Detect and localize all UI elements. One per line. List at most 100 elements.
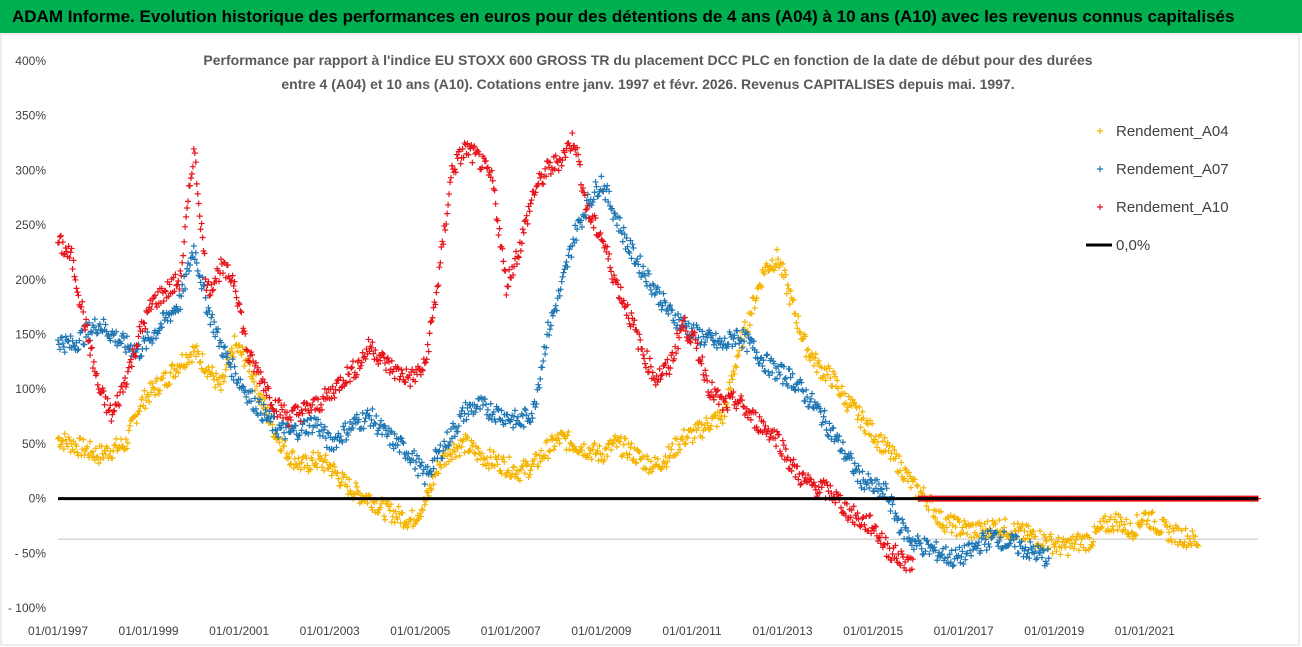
data-point xyxy=(1012,532,1019,539)
data-point xyxy=(126,422,133,429)
data-point xyxy=(236,301,243,308)
data-point xyxy=(882,534,889,541)
data-point xyxy=(505,283,512,290)
data-point xyxy=(985,540,992,547)
data-point xyxy=(532,189,539,196)
data-point xyxy=(1057,551,1064,558)
data-point xyxy=(866,485,873,492)
data-point xyxy=(897,467,904,474)
data-point xyxy=(231,278,238,285)
data-point xyxy=(237,376,244,383)
data-point xyxy=(151,386,158,393)
data-point xyxy=(511,463,518,470)
data-point xyxy=(355,416,362,423)
data-point xyxy=(484,164,491,171)
data-point xyxy=(675,345,682,352)
data-point xyxy=(752,409,759,416)
data-point xyxy=(818,364,825,371)
data-point xyxy=(477,405,484,412)
data-point xyxy=(418,506,425,513)
data-point xyxy=(955,552,962,559)
data-point xyxy=(219,353,226,360)
data-point xyxy=(424,489,431,496)
data-point xyxy=(177,267,184,274)
data-point xyxy=(664,356,671,363)
y-tick-label: 400% xyxy=(15,54,46,68)
data-point xyxy=(644,348,651,355)
data-point xyxy=(139,394,146,401)
data-point xyxy=(732,340,739,347)
data-point xyxy=(489,177,496,184)
data-point xyxy=(913,482,920,489)
data-point xyxy=(188,359,195,366)
data-point xyxy=(190,145,197,152)
data-point xyxy=(459,145,466,152)
data-point xyxy=(413,459,420,466)
data-point xyxy=(641,355,648,362)
data-point xyxy=(141,387,148,394)
data-point xyxy=(819,419,826,426)
data-point xyxy=(789,297,796,304)
data-point xyxy=(154,288,161,295)
data-point xyxy=(851,521,858,528)
data-point xyxy=(289,448,296,455)
data-point xyxy=(805,471,812,478)
data-point xyxy=(482,157,489,164)
data-point xyxy=(958,553,965,560)
data-point xyxy=(975,539,982,546)
data-point xyxy=(500,258,507,265)
data-point xyxy=(286,461,293,468)
data-point xyxy=(281,402,288,409)
data-point xyxy=(802,398,809,405)
data-point xyxy=(225,359,232,366)
data-point xyxy=(576,158,583,165)
data-point xyxy=(510,424,517,431)
data-point xyxy=(671,355,678,362)
data-point xyxy=(734,327,741,334)
data-point xyxy=(399,370,406,377)
data-point xyxy=(740,343,747,350)
report-banner: ADAM Informe. Evolution historique des p… xyxy=(0,0,1302,33)
data-point xyxy=(455,423,462,430)
data-point xyxy=(899,516,906,523)
data-point xyxy=(484,406,491,413)
data-point xyxy=(613,443,620,450)
data-point xyxy=(169,361,176,368)
data-point xyxy=(727,331,734,338)
data-point xyxy=(342,380,349,387)
data-point xyxy=(584,202,591,209)
data-point xyxy=(265,385,272,392)
data-point xyxy=(352,479,359,486)
y-tick-label: 100% xyxy=(15,382,46,396)
data-point xyxy=(514,413,521,420)
data-point xyxy=(189,163,196,170)
data-point xyxy=(602,446,609,453)
data-point xyxy=(373,412,380,419)
data-point xyxy=(155,390,162,397)
data-point xyxy=(581,211,588,218)
data-point xyxy=(120,443,127,450)
data-point xyxy=(551,165,558,172)
data-point xyxy=(513,471,520,478)
data-point xyxy=(166,381,173,388)
data-point xyxy=(1192,533,1199,540)
data-point xyxy=(794,325,801,332)
data-point xyxy=(615,294,622,301)
data-point xyxy=(358,359,365,366)
data-point xyxy=(1065,552,1072,559)
data-point xyxy=(583,206,590,213)
data-point xyxy=(195,272,202,279)
data-point xyxy=(699,434,706,441)
data-point xyxy=(816,405,823,412)
data-point xyxy=(326,461,333,468)
data-point xyxy=(284,450,291,457)
data-point xyxy=(869,480,876,487)
data-point xyxy=(73,285,80,292)
data-point xyxy=(342,420,349,427)
data-point xyxy=(366,492,373,499)
data-point xyxy=(850,470,857,477)
data-point xyxy=(508,416,515,423)
data-point xyxy=(727,385,734,392)
data-point xyxy=(187,175,194,182)
data-point xyxy=(88,329,95,336)
